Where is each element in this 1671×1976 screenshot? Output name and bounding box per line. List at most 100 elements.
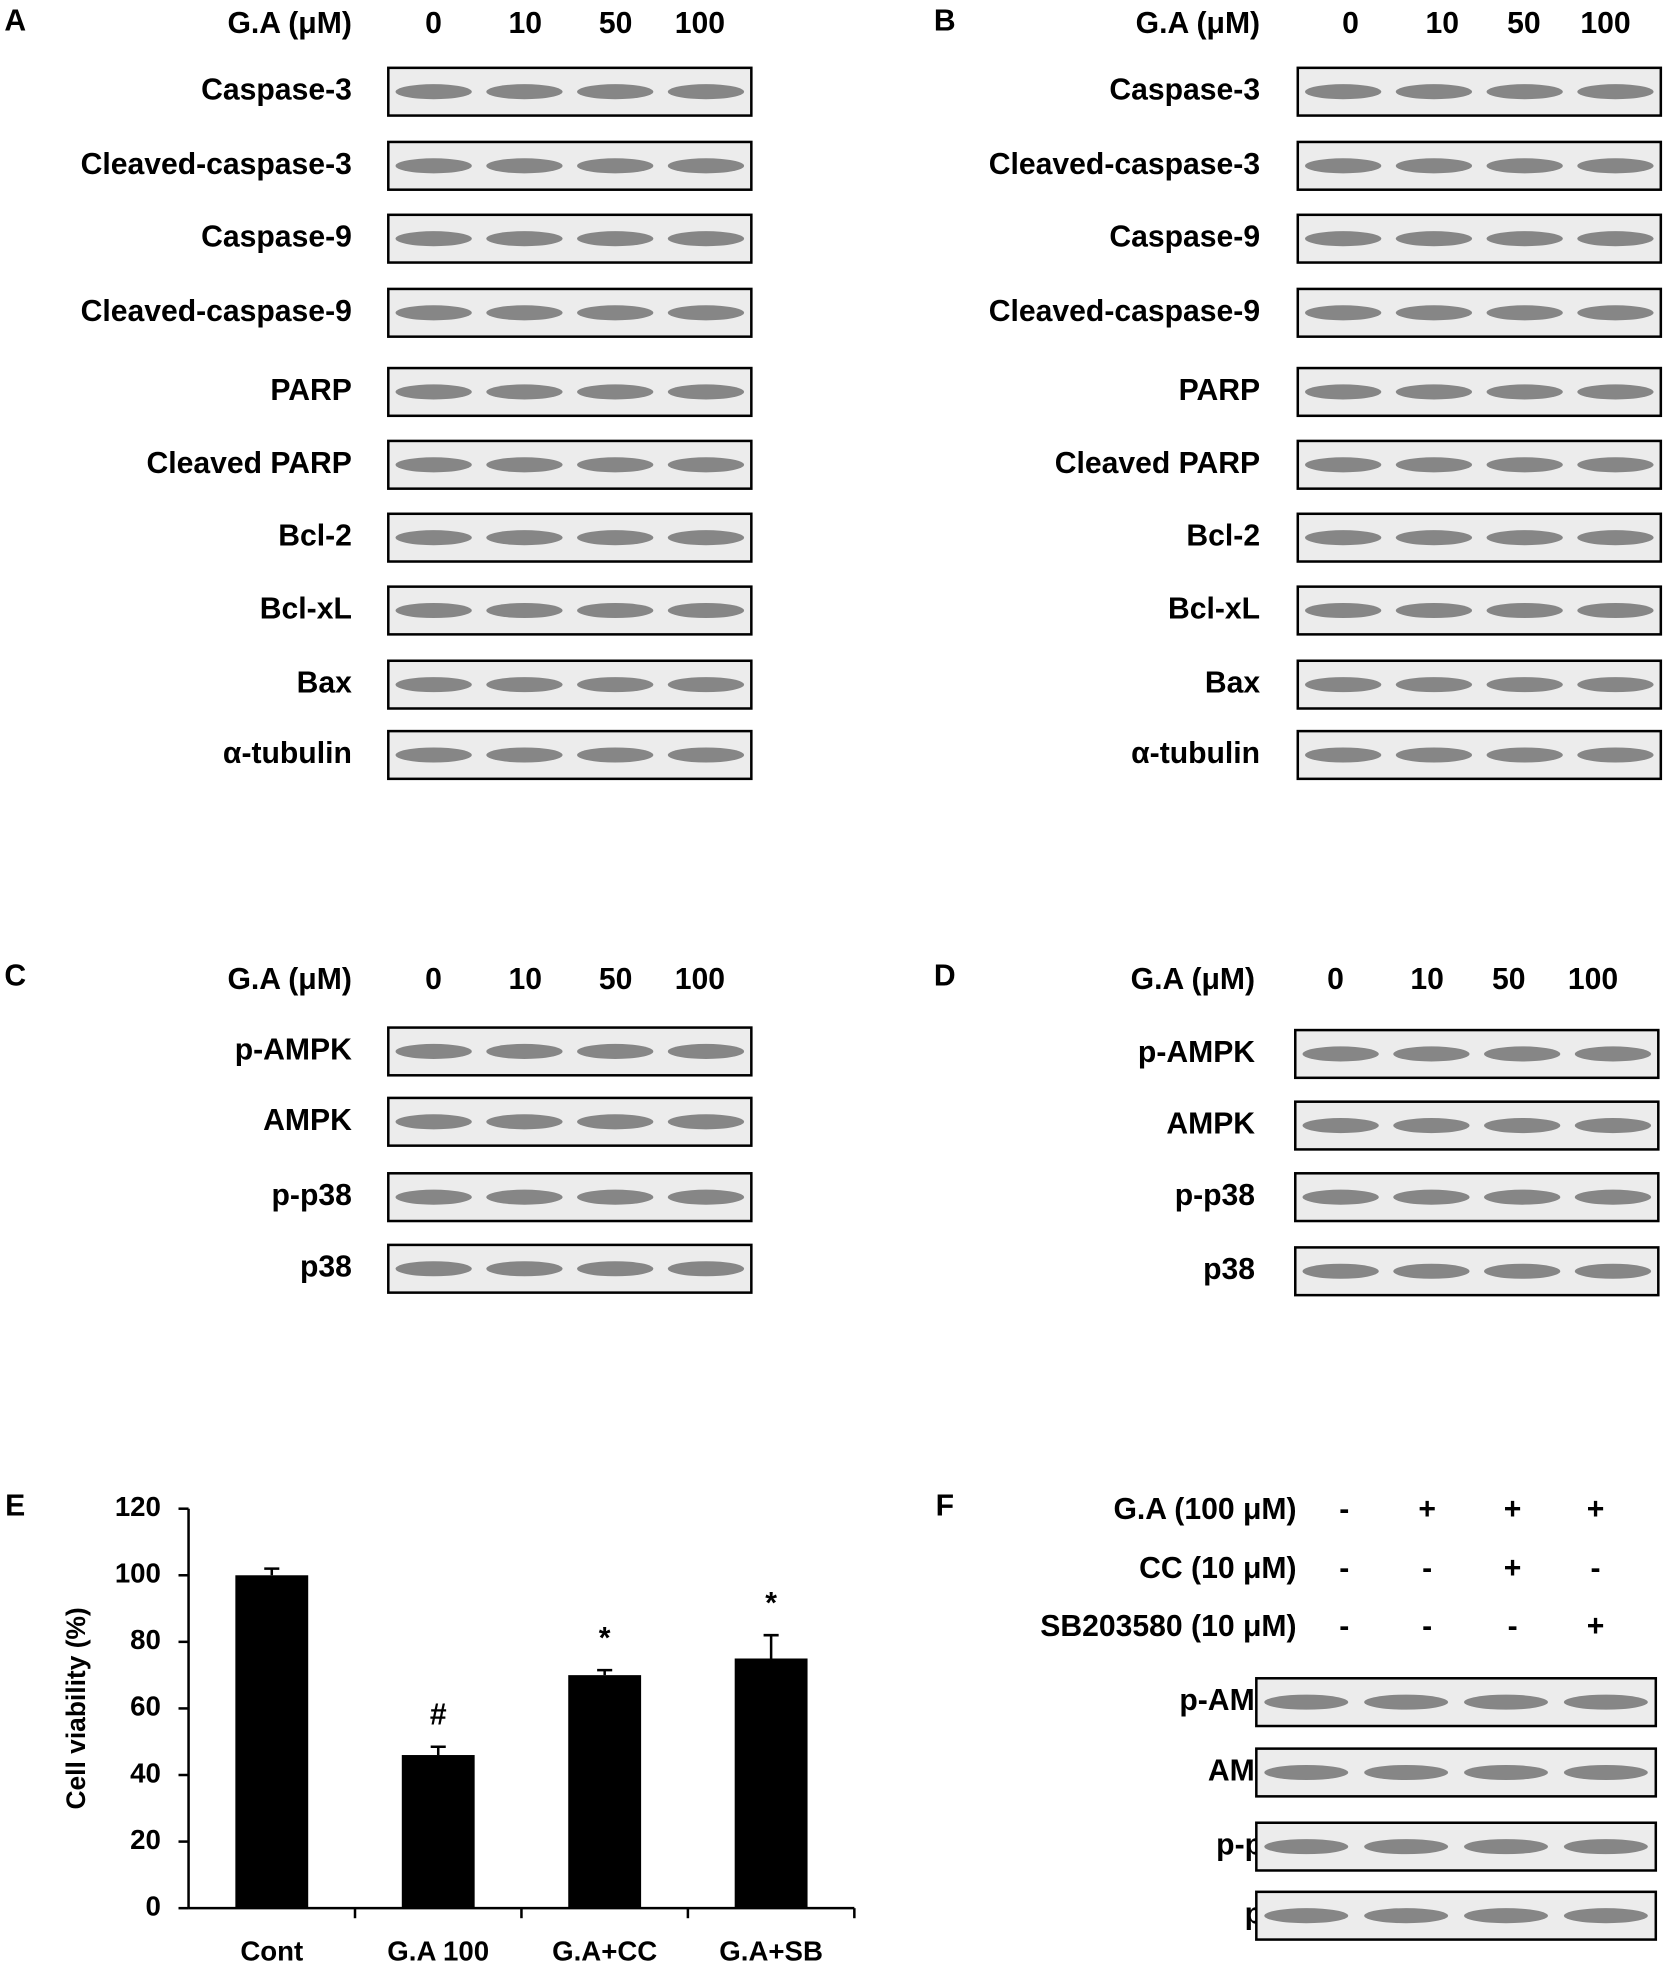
blot-band (1464, 1764, 1548, 1781)
blot-band (1486, 384, 1563, 400)
blot-band (486, 84, 563, 100)
x-tick-label: G.A+SB (719, 1936, 823, 1967)
x-tick-label: G.A+CC (552, 1936, 657, 1967)
y-tick-label: 60 (130, 1691, 161, 1722)
lane-label: 100 (1568, 963, 1618, 996)
lane-label: 100 (675, 963, 725, 996)
blot-band (667, 158, 745, 174)
lane-label: 0 (1327, 963, 1344, 996)
blot-band (486, 457, 563, 473)
blot-band (395, 602, 472, 619)
blot-band (1395, 305, 1473, 321)
row-label: p38 (1203, 1253, 1255, 1286)
significance-mark: * (765, 1587, 777, 1620)
blot-band (1393, 1189, 1470, 1205)
blot-band (1364, 1908, 1449, 1924)
blot-band (577, 158, 654, 174)
blot-band (1364, 1839, 1449, 1855)
blot-band (1305, 305, 1382, 321)
lane-header: G.A (μM) (227, 7, 351, 40)
row-label: Cleaved-caspase-3 (81, 148, 352, 181)
blot-band (667, 1189, 745, 1205)
row-label: PARP (270, 374, 351, 407)
row-label: Caspase-3 (1109, 74, 1260, 107)
blot-band (667, 384, 745, 400)
blot-band (486, 747, 563, 763)
blot-band (1364, 1694, 1449, 1710)
blot-band (1577, 305, 1654, 321)
blot-band (1577, 84, 1654, 100)
blot-band (1393, 1263, 1470, 1279)
blot-band (1395, 747, 1473, 763)
blot-band (1486, 231, 1563, 247)
blot-band (1486, 305, 1563, 321)
blot-band (1563, 1694, 1648, 1710)
lane-label: 10 (508, 7, 542, 40)
row-label: Cleaved-caspase-9 (81, 295, 352, 328)
blot-band (577, 384, 654, 400)
blot-band (395, 231, 472, 247)
blot-band (577, 231, 654, 247)
blot-band (1395, 677, 1473, 693)
row-label: Cleaved-caspase-3 (989, 148, 1260, 181)
condition-sign: - (1422, 1610, 1432, 1643)
blot-band (395, 677, 472, 693)
blot-band (1486, 158, 1563, 174)
blot-band (1302, 1189, 1379, 1205)
panel-label: E (5, 1489, 25, 1522)
blot-band (1305, 530, 1382, 546)
y-tick-label: 80 (130, 1624, 161, 1655)
row-label: Bcl-2 (1186, 520, 1260, 553)
blot-band (667, 231, 745, 247)
row-label: p-AMPK (235, 1033, 352, 1066)
significance-mark: # (430, 1699, 447, 1732)
y-tick-label: 40 (130, 1757, 161, 1788)
panel-label: A (4, 5, 26, 38)
blot-band (1484, 1263, 1561, 1279)
blot-band (1577, 602, 1654, 619)
blot-band (1464, 1839, 1548, 1855)
blot-band (395, 84, 472, 100)
row-label: Cleaved PARP (146, 447, 351, 480)
condition-sign: - (1422, 1552, 1432, 1585)
blot-band (1395, 384, 1473, 400)
lane-label: 0 (425, 963, 442, 996)
lane-label: 100 (1580, 7, 1630, 40)
bar (235, 1575, 309, 1909)
row-label: Caspase-9 (1109, 221, 1260, 254)
blot-band (1577, 231, 1654, 247)
blot-band (667, 1261, 745, 1277)
condition-label: G.A (100 μM) (1113, 1493, 1296, 1526)
lane-label: 50 (599, 963, 633, 996)
y-tick-label: 120 (115, 1491, 161, 1522)
x-tick-label: G.A 100 (387, 1936, 489, 1967)
blot-band (1305, 602, 1382, 619)
blot-band (1577, 457, 1654, 473)
blot-band (486, 530, 563, 546)
blot-band (1484, 1118, 1561, 1134)
blot-band (667, 530, 745, 546)
blot-band (1305, 747, 1382, 763)
blot-band (1563, 1764, 1648, 1781)
blot-band (667, 747, 745, 763)
blot-band (395, 158, 472, 174)
blot-band (395, 1043, 472, 1059)
blot-band (1264, 1908, 1349, 1924)
blot-band (1563, 1839, 1648, 1855)
y-tick-label: 100 (115, 1558, 161, 1589)
blot-band (1305, 457, 1382, 473)
condition-sign: - (1339, 1610, 1349, 1643)
blot-band (1264, 1764, 1349, 1781)
blot-band (667, 305, 745, 321)
blot-band (577, 84, 654, 100)
blot-band (1577, 677, 1654, 693)
blot-band (667, 1043, 745, 1059)
blot-band (395, 305, 472, 321)
lane-label: 10 (508, 963, 542, 996)
y-tick-label: 0 (146, 1890, 161, 1921)
blot-band (1364, 1764, 1449, 1781)
condition-sign: - (1590, 1552, 1600, 1585)
blot-band (486, 1043, 563, 1059)
blot-band (1305, 231, 1382, 247)
row-label: Bcl-xL (1168, 592, 1260, 625)
